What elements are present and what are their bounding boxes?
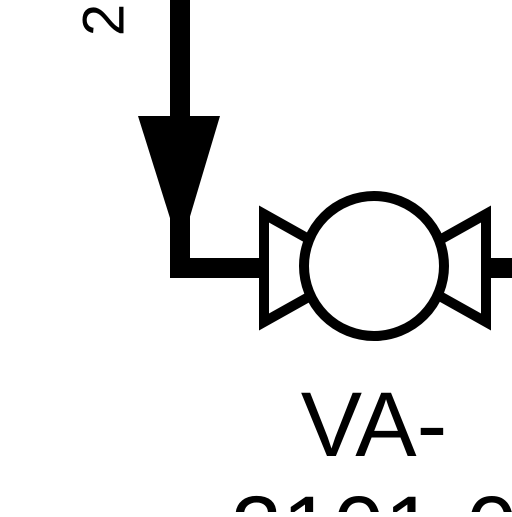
valve-tag-line2: 2101-0 bbox=[231, 478, 512, 512]
line-number-label: 2 bbox=[71, 4, 136, 36]
valve-tag-line1: VA- bbox=[301, 374, 448, 476]
valve-ball bbox=[299, 191, 449, 341]
flow-arrow-icon bbox=[138, 116, 220, 250]
valve-icon bbox=[259, 191, 491, 341]
